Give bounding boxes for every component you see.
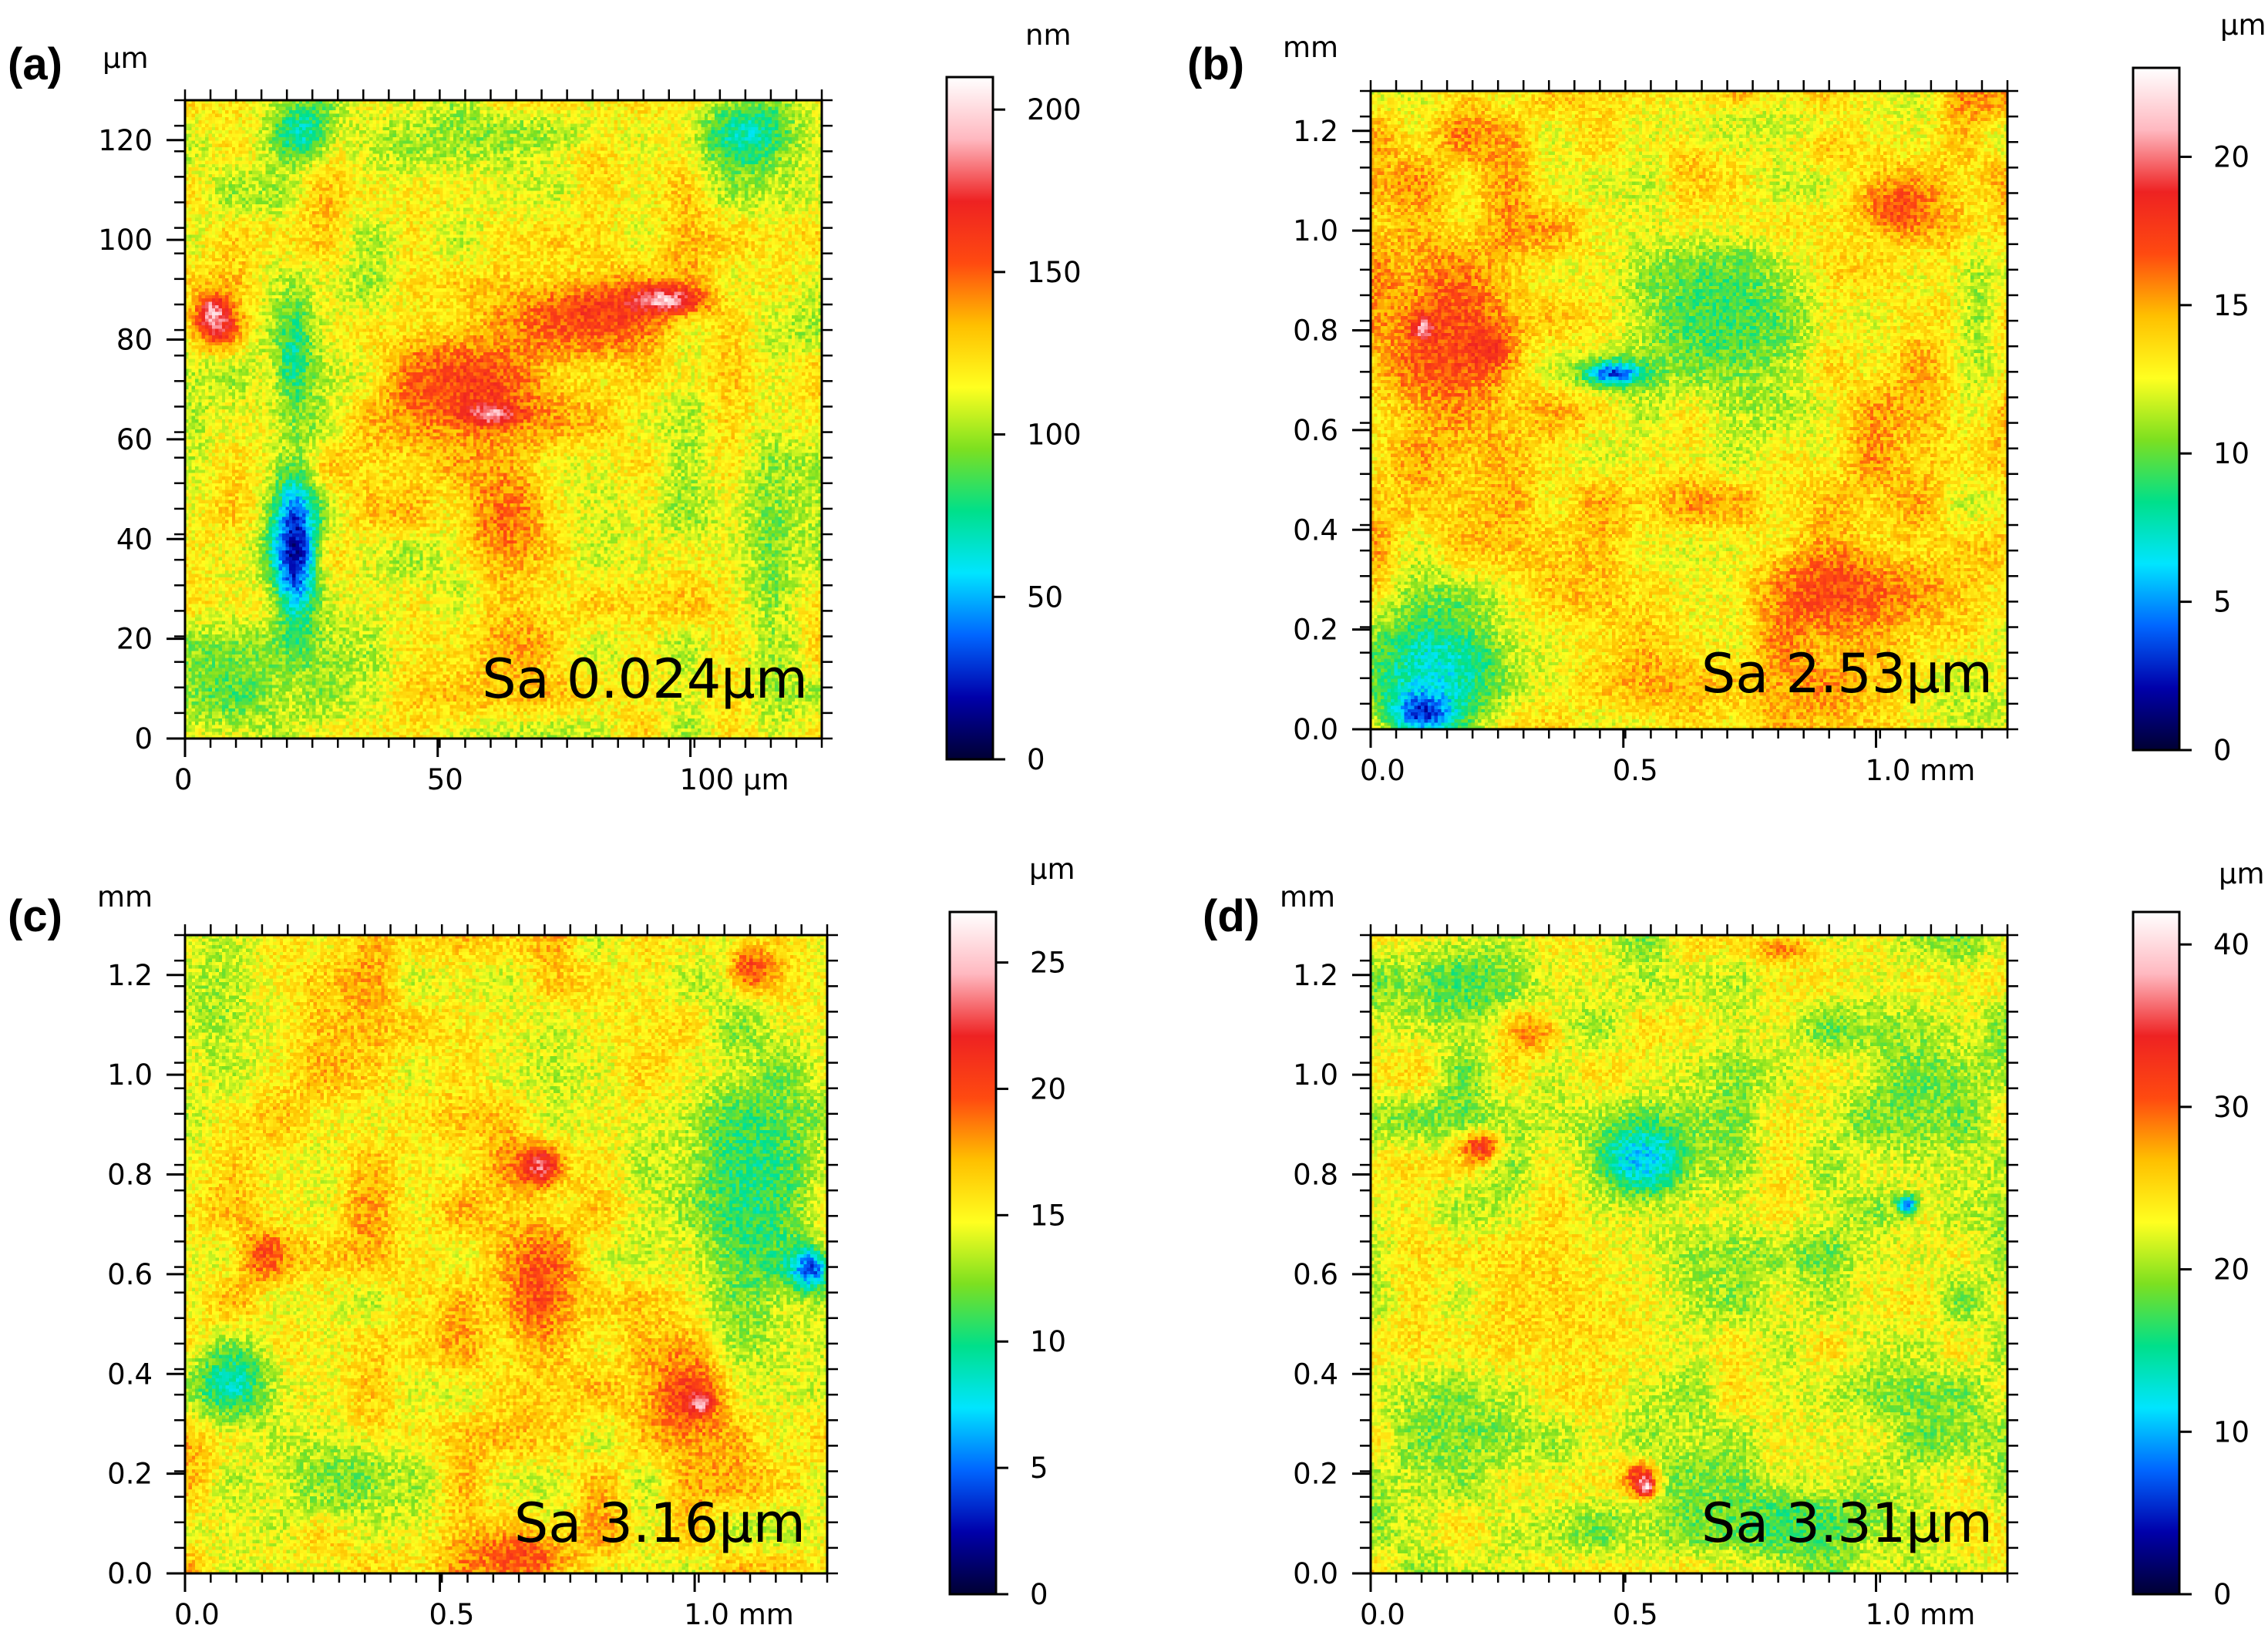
y-tick-label: 0.8 (1293, 1159, 1338, 1192)
colorbar (945, 76, 994, 761)
colorbar-tick-label: 15 (1030, 1199, 1066, 1232)
colorbar-tick-label: 10 (1030, 1325, 1066, 1358)
panel-c: 0.0 0.5 1.0 mm 0.0 0.2 0.4 0.6 0.8 1.0 1.2 0 5 10 15 2… (8, 853, 1075, 1631)
x-tick-label: 0.0 (174, 1598, 220, 1631)
plot-frame (1369, 934, 2009, 1575)
colorbar-tick-label: 25 (1030, 947, 1066, 980)
x-tick-label: 0.0 (1360, 754, 1405, 787)
y-tick-label: 1.0 (107, 1058, 153, 1092)
colorbar-tick-label: 150 (1027, 256, 1082, 289)
sa-annotation: Sa 0.024μm (482, 648, 808, 711)
panel-letter: (b) (1187, 39, 1244, 89)
x-tick-label: 1.0 mm (684, 1598, 794, 1631)
colorbar-tick-label: 20 (2213, 140, 2249, 173)
y-tick-label: 60 (116, 423, 153, 456)
colorbar-tick-label: 15 (2213, 289, 2249, 322)
colorbar-tick-label: 10 (2213, 1415, 2249, 1449)
y-tick-label: 1.0 (1293, 1058, 1338, 1092)
colorbar-unit: μm (2220, 8, 2266, 42)
colorbar-tick-label: 20 (2213, 1253, 2249, 1287)
colorbar-unit: μm (1029, 853, 1075, 886)
y-tick-label: 1.2 (1293, 959, 1338, 992)
sa-annotation: Sa 2.53μm (1701, 642, 1993, 705)
colorbar-unit: nm (1025, 19, 1072, 52)
x-tick-label: 1.0 mm (1866, 754, 1976, 787)
y-tick-label: 0 (134, 722, 153, 755)
panel-letter: (c) (8, 891, 62, 941)
y-tick-label: 0.0 (1293, 713, 1338, 746)
y-axis-unit: mm (97, 880, 153, 914)
colorbar (948, 910, 998, 1596)
y-tick-label: 40 (116, 523, 153, 556)
y-axis-unit: μm (103, 42, 149, 75)
colorbar-tick-label: 5 (1030, 1452, 1048, 1485)
heatmap-image (185, 100, 822, 739)
plot-frame (1369, 89, 2009, 731)
plot-frame (183, 99, 823, 740)
x-tick-label: 0.5 (1613, 754, 1658, 787)
colorbar-tick-label: 30 (2213, 1091, 2249, 1124)
colorbar-tick-label: 10 (2213, 437, 2249, 470)
y-tick-label: 0.6 (107, 1258, 153, 1291)
y-tick-label: 1.2 (107, 959, 153, 992)
y-tick-label: 0.6 (1293, 1258, 1338, 1291)
y-tick-label: 0.4 (1293, 1358, 1338, 1391)
sa-annotation: Sa 3.31μm (1701, 1492, 1993, 1555)
colorbar-tick-label: 20 (1030, 1072, 1066, 1105)
y-tick-label: 0.0 (1293, 1557, 1338, 1590)
panel-letter: (a) (8, 39, 62, 89)
y-tick-label: 0.8 (1293, 315, 1338, 348)
y-tick-label: 1.0 (1293, 214, 1338, 247)
colorbar-tick-label: 0 (2213, 1578, 2232, 1611)
colorbar-tick-label: 200 (1027, 93, 1082, 126)
panel-b: 0.0 0.5 1.0 mm 0.0 0.2 0.4 0.6 0.8 1.0 1.2 0 5 10 15 2… (1187, 8, 2266, 787)
y-tick-label: 120 (98, 124, 153, 157)
heatmap-image (1371, 935, 2007, 1573)
x-tick-label: 50 (427, 763, 463, 796)
y-tick-label: 0.4 (1293, 513, 1338, 547)
colorbar-unit: μm (2219, 857, 2265, 890)
y-tick-label: 0.2 (107, 1458, 153, 1491)
colorbar-tick-label: 100 (1027, 419, 1082, 452)
colorbar-tick-label: 5 (2213, 586, 2232, 619)
colorbar-tick-label: 0 (1030, 1578, 1048, 1611)
colorbar-tick-label: 0 (2213, 734, 2232, 767)
y-tick-label: 0.2 (1293, 614, 1338, 647)
plot-frame (183, 934, 829, 1575)
heatmap-image (185, 935, 827, 1573)
colorbar (2132, 910, 2181, 1596)
y-tick-label: 1.2 (1293, 115, 1338, 148)
colorbar-tick-label: 0 (1027, 743, 1045, 776)
colorbar (2132, 66, 2181, 752)
panel-d: 0.0 0.5 1.0 mm 0.0 0.2 0.4 0.6 0.8 1.0 1.2 0 10 20 30… (1203, 857, 2265, 1631)
x-tick-label: 1.0 mm (1866, 1598, 1976, 1631)
colorbar-tick-label: 40 (2213, 928, 2249, 961)
x-tick-label: 0.0 (1360, 1598, 1405, 1631)
panel-letter: (d) (1203, 891, 1260, 941)
y-tick-label: 100 (98, 224, 153, 257)
y-tick-label: 20 (116, 623, 153, 656)
y-tick-label: 0.8 (107, 1159, 153, 1192)
heatmap-image (1371, 91, 2007, 729)
panel-a: 0 50 100 μm 0 20 40 60 80 100 120 0 50 100 150 200 (a) μ… (8, 19, 1082, 796)
y-tick-label: 0.0 (107, 1557, 153, 1590)
sa-annotation: Sa 3.16μm (514, 1492, 806, 1555)
x-tick-label: 0.5 (429, 1598, 475, 1631)
x-tick-label: 0.5 (1613, 1598, 1658, 1631)
y-axis-unit: mm (1280, 880, 1335, 914)
y-tick-label: 0.6 (1293, 414, 1338, 447)
x-tick-label: 100 μm (680, 763, 789, 796)
x-tick-label: 0 (174, 763, 193, 796)
y-axis-unit: mm (1283, 31, 1338, 64)
y-tick-label: 0.4 (107, 1358, 153, 1391)
y-tick-label: 80 (116, 324, 153, 357)
y-tick-label: 0.2 (1293, 1458, 1338, 1491)
colorbar-tick-label: 50 (1027, 580, 1063, 614)
